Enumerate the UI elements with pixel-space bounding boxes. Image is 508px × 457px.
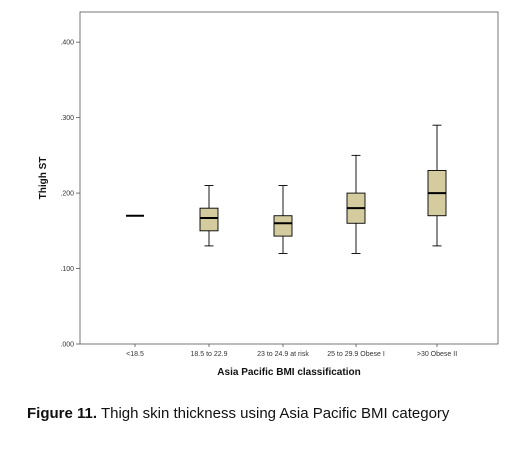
figure-caption: Figure 11. Thigh skin thickness using As…	[27, 404, 497, 423]
y-tick-label: .300	[60, 115, 74, 122]
chart: .000 .100 .200 .300 .400 <18.5 18.5 to 22.9 23…	[38, 11, 499, 378]
x-axis-title: Asia Pacific BMI classification	[217, 367, 360, 378]
box-5	[427, 124, 447, 247]
y-axis-title: Thigh ST	[38, 157, 49, 200]
x-tick-label: 23 to 24.9 at risk	[257, 351, 309, 358]
chart-svg: .000 .100 .200 .300 .400 <18.5 18.5 to 22.9 23…	[38, 11, 499, 378]
y-tick-label: .200	[60, 191, 74, 198]
y-tick-label: .000	[60, 342, 74, 349]
x-tick-label: <18.5	[126, 351, 144, 358]
x-axis: <18.5 18.5 to 22.9 23 to 24.9 at risk 25 to…	[126, 344, 457, 358]
box-2	[199, 185, 219, 247]
y-tick-label: .100	[60, 266, 74, 273]
x-tick-label: 18.5 to 22.9	[191, 351, 228, 358]
x-tick-label: >30 Obese II	[417, 351, 457, 358]
x-tick-label: 25 to 29.9 Obese I	[327, 351, 385, 358]
iqr-box	[199, 207, 219, 232]
box-4	[346, 154, 366, 254]
box-3	[273, 185, 293, 254]
iqr-box	[273, 215, 293, 237]
caption-label: Figure 11.	[27, 405, 98, 422]
box-series	[126, 124, 447, 254]
y-tick-label: .400	[60, 40, 74, 47]
caption-text: Thigh skin thickness using Asia Pacific …	[100, 405, 450, 422]
y-axis: .000 .100 .200 .300 .400	[60, 40, 80, 349]
